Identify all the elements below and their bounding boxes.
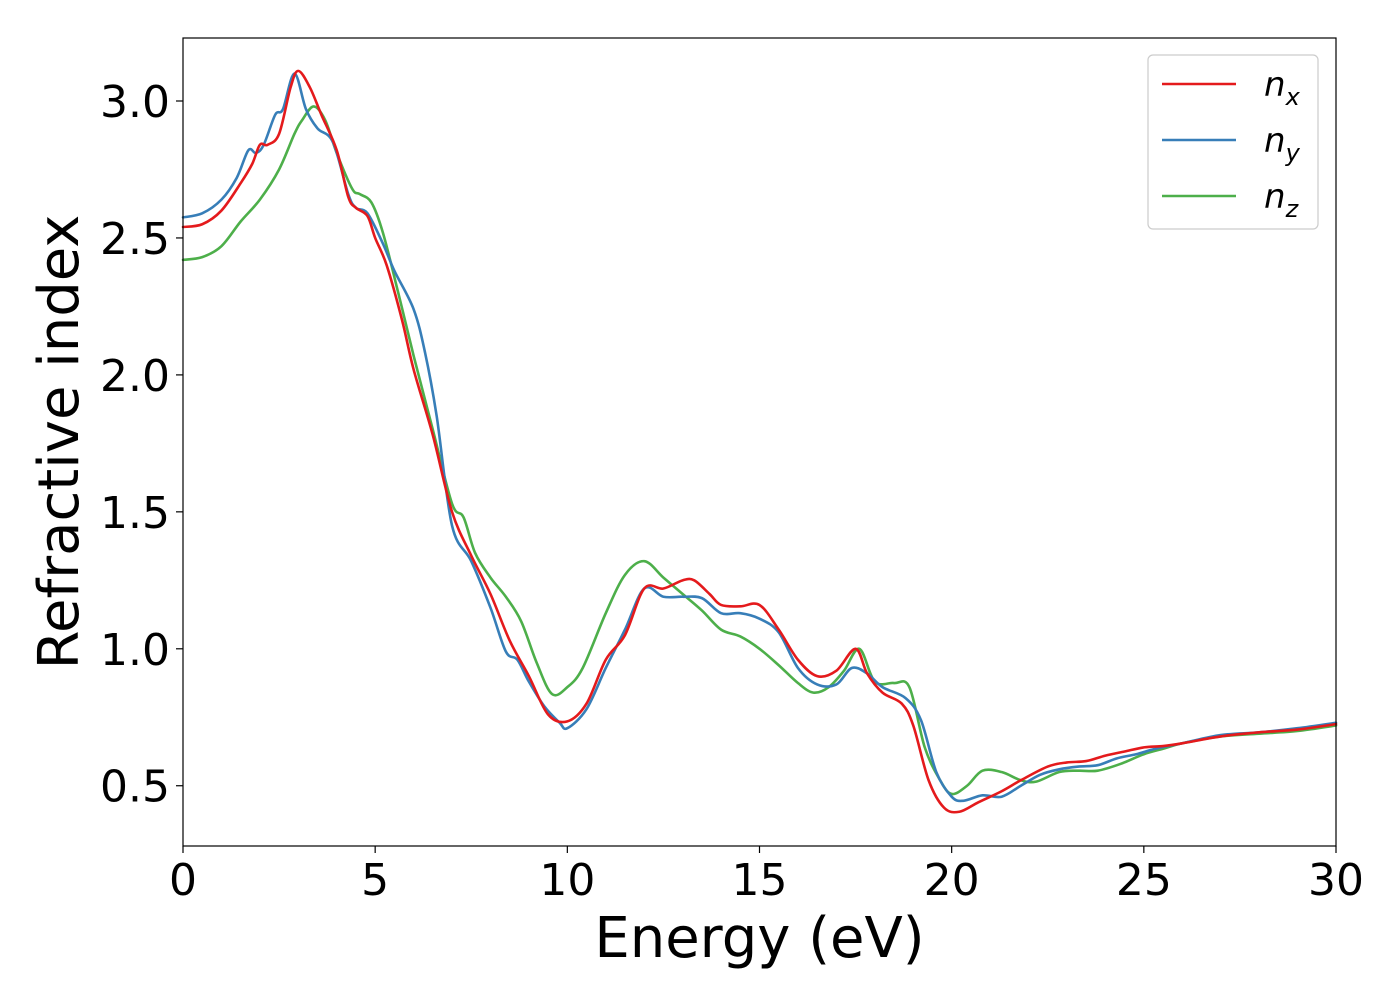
series-layer [181,69,1338,814]
legend-label-subscript: y [1285,139,1301,167]
y-tick-label: 0.5 [100,762,170,813]
x-tick-label: 25 [1116,855,1172,906]
legend-label-main: n [1264,177,1286,217]
x-tick-label: 5 [361,855,389,906]
y-tick-label: 2.5 [100,214,170,265]
x-tick-label: 15 [732,855,788,906]
legend-label-main: n [1264,65,1286,105]
series-line-nz [181,105,1338,796]
legend-label-subscript: z [1285,195,1300,223]
legend-label-nx: nx [1264,65,1301,111]
y-axis-ticks: 0.5 1.0 1.5 2.0 2.5 3.0 [100,77,183,813]
legend-label-ny: ny [1264,121,1301,167]
x-tick-label: 10 [539,855,595,906]
y-tick-label: 1.5 [100,488,170,539]
x-tick-label: 20 [924,855,980,906]
series-line-nx [181,69,1338,814]
legend-label-nz: nz [1264,177,1300,223]
y-tick-label: 3.0 [100,77,170,128]
x-tick-label: 0 [169,855,197,906]
y-tick-label: 2.0 [100,351,170,402]
x-axis-ticks: 0 5 10 15 20 25 30 [169,846,1364,906]
legend-box [1147,54,1319,230]
y-axis-label: Refractive index [27,215,92,670]
legend-label-main: n [1264,121,1286,161]
x-axis-label: Energy (eV) [594,906,924,971]
legend-label-subscript: x [1285,83,1301,111]
x-tick-label: 30 [1308,855,1364,906]
y-tick-label: 1.0 [100,625,170,676]
plot-background [183,38,1336,846]
